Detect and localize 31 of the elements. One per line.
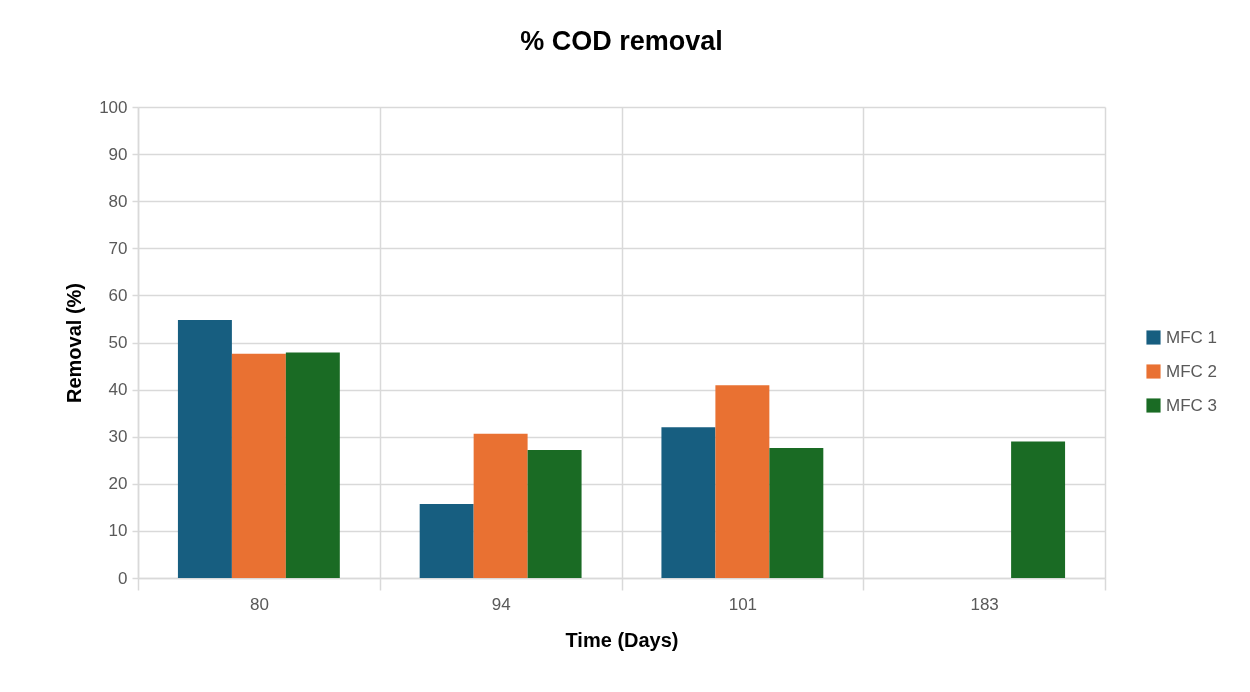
bar	[527, 449, 582, 578]
y-tick-label: 30	[108, 427, 128, 447]
y-tick-label: 70	[108, 238, 128, 258]
y-tick-label: 50	[108, 333, 128, 352]
bar	[231, 353, 286, 578]
bar	[473, 433, 528, 578]
legend-label: MFC 3	[1166, 395, 1217, 415]
y-tick-label: 80	[108, 191, 128, 211]
legend-label: MFC 1	[1166, 327, 1217, 347]
bar	[661, 427, 716, 578]
y-tick-label: 40	[108, 380, 128, 400]
y-tick-label: 20	[108, 474, 128, 494]
bar	[1011, 441, 1066, 578]
x-tick-label: 183	[970, 594, 999, 614]
y-tick-label: 100	[99, 97, 128, 117]
x-tick-label: 80	[249, 594, 269, 614]
x-tick-label: 101	[728, 594, 758, 614]
bar	[285, 352, 340, 578]
y-axis-title: Removal (%)	[63, 282, 86, 404]
x-tick-label: 94	[491, 594, 511, 614]
y-tick-label: 0	[118, 568, 128, 588]
x-axis-title: Time (Days)	[565, 628, 679, 651]
chart-title: % COD removal	[520, 26, 723, 56]
y-tick-label: 90	[108, 144, 128, 164]
bar	[769, 448, 824, 578]
y-tick-label: 10	[108, 521, 128, 541]
bar	[715, 385, 770, 578]
bar	[419, 504, 474, 578]
legend-label: MFC 2	[1166, 361, 1217, 381]
y-tick-label: 60	[108, 285, 128, 305]
bar	[177, 319, 232, 578]
